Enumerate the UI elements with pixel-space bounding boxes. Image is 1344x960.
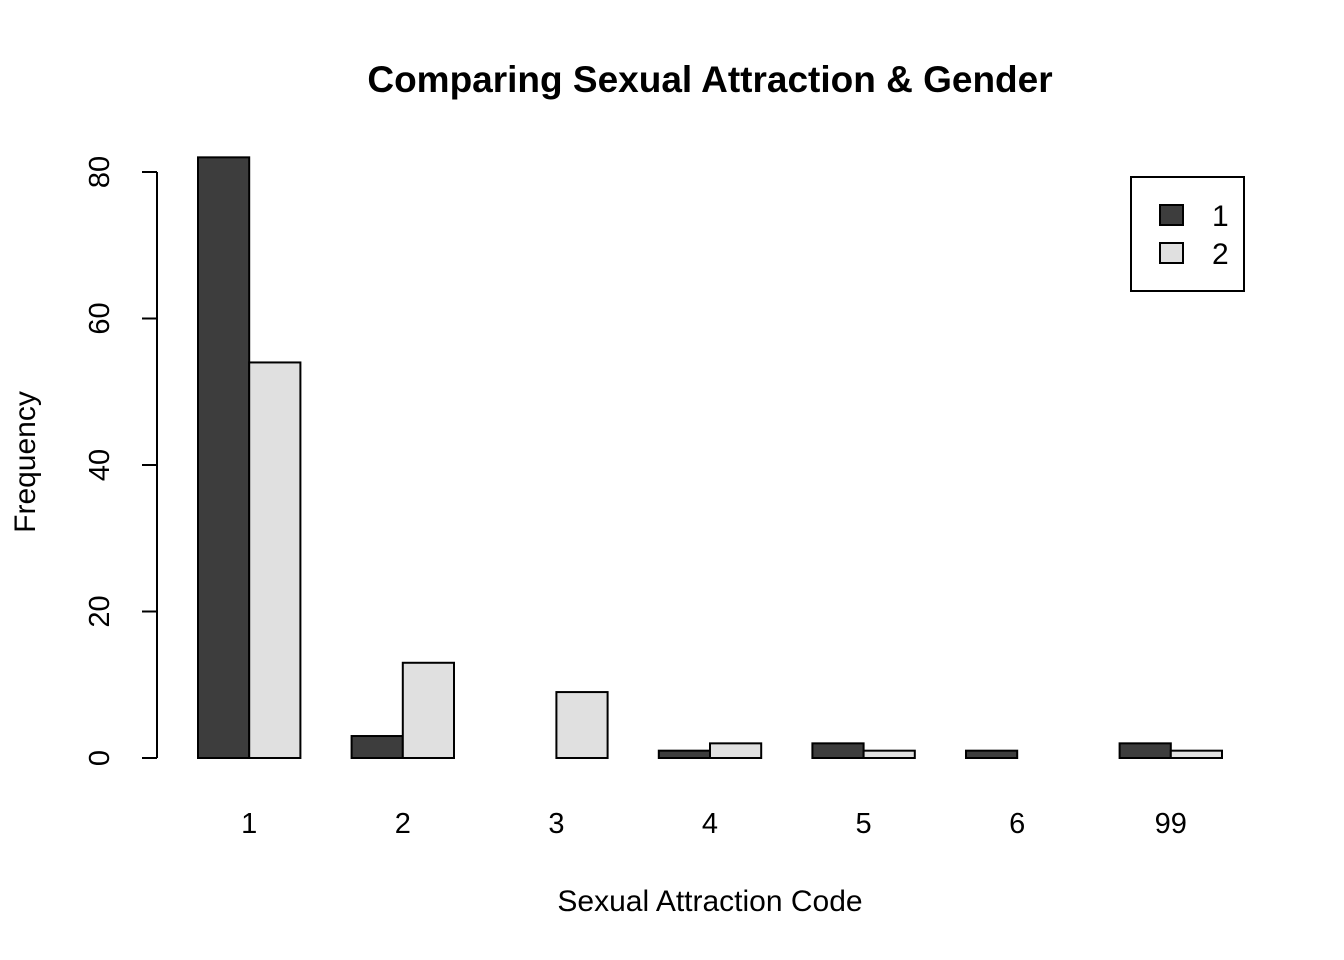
y-axis: 0 20 40 60 80: [84, 156, 158, 766]
bar-99-series-2: [1169, 749, 1224, 759]
y-tick-label: 60: [84, 302, 116, 334]
legend-swatch: [1159, 242, 1184, 264]
legend-label: 2: [1212, 238, 1229, 271]
bar-5-series-2: [862, 749, 916, 759]
legend-box: [1130, 176, 1245, 292]
bar-1-series-2: [248, 361, 302, 759]
x-tick-label: 3: [548, 808, 564, 840]
x-tick-labels: 1 2 3 4 5 6 99: [241, 808, 1187, 840]
y-tick-label: 20: [84, 595, 116, 627]
x-tick-label: 4: [702, 808, 718, 840]
y-axis-label: Frequency: [9, 391, 42, 533]
bar-99-series-1: [1118, 742, 1172, 759]
x-tick-label: 99: [1155, 808, 1187, 840]
y-tick-label: 40: [84, 449, 116, 481]
x-tick-label: 6: [1009, 808, 1025, 840]
bars-group: [197, 156, 1224, 760]
bar-2-series-1: [350, 735, 404, 760]
x-tick-label: 5: [856, 808, 872, 840]
y-tick-label: 0: [84, 750, 116, 766]
bar-1-series-1: [197, 156, 251, 760]
bar-5-series-1: [811, 742, 865, 759]
bar-4-series-1: [657, 749, 711, 759]
legend-label: 1: [1212, 200, 1229, 233]
chart-title: Comparing Sexual Attraction & Gender: [367, 59, 1052, 100]
bar-6-series-1: [965, 749, 1019, 759]
bar-4-series-2: [709, 742, 763, 759]
legend: 12: [1130, 176, 1245, 292]
legend-swatch: [1159, 204, 1184, 226]
x-axis-label: Sexual Attraction Code: [557, 885, 862, 918]
x-tick-label: 1: [241, 808, 257, 840]
bar-3-series-2: [555, 691, 609, 760]
y-tick-label: 80: [84, 156, 116, 188]
bar-2-series-2: [401, 661, 455, 760]
x-tick-label: 2: [395, 808, 411, 840]
